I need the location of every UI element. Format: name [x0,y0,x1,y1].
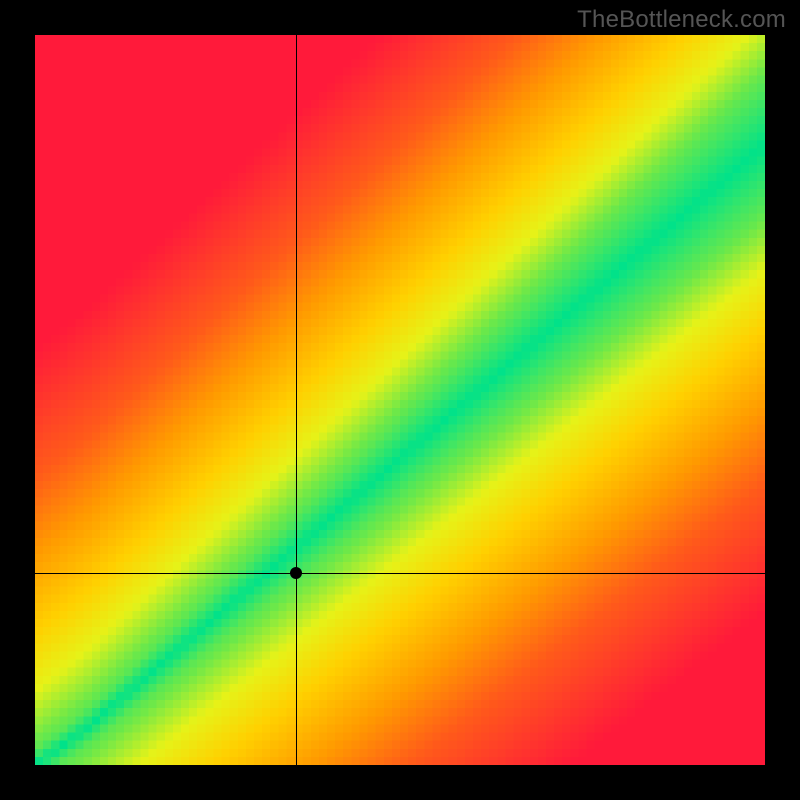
chart-container: TheBottleneck.com [0,0,800,800]
crosshair-vertical [296,35,297,765]
heatmap-plot [35,35,765,765]
watermark-text: TheBottleneck.com [577,6,786,34]
heatmap-canvas [35,35,765,765]
crosshair-horizontal [35,573,765,574]
marker-dot [290,567,302,579]
